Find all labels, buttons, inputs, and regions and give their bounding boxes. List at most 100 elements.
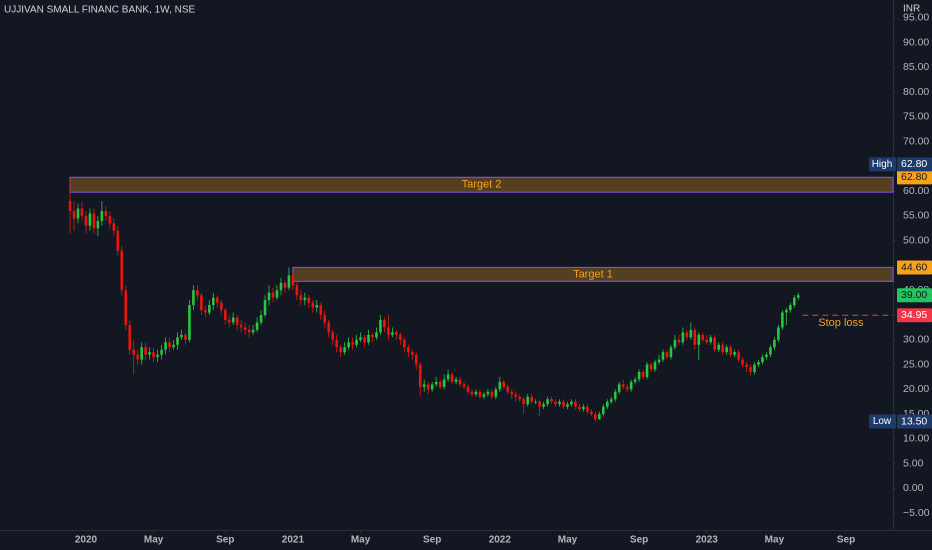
candle-body xyxy=(570,401,573,405)
candle-body xyxy=(410,352,414,355)
candle-body xyxy=(689,329,693,338)
candle-body xyxy=(725,347,728,353)
chart-title: UJJIVAN SMALL FINANC BANK, 1W, NSE xyxy=(4,5,195,16)
candle-body xyxy=(538,401,541,407)
candle-body xyxy=(454,379,458,382)
candle-body xyxy=(657,359,661,363)
candle-body xyxy=(601,406,605,415)
extreme-name: Low xyxy=(873,416,892,427)
candle-body xyxy=(574,401,577,407)
candle-body xyxy=(681,332,685,343)
candle-body xyxy=(474,391,478,395)
candle-body xyxy=(92,213,96,229)
candle-body xyxy=(757,362,760,365)
candle-body xyxy=(235,317,239,325)
candle-body xyxy=(172,344,175,348)
x-tick-label: May xyxy=(558,535,578,546)
candle-body xyxy=(546,399,549,405)
candle-body xyxy=(470,391,474,395)
candle-body xyxy=(426,384,430,390)
x-tick-label: Sep xyxy=(423,535,441,546)
candle-body xyxy=(263,300,267,316)
candle-body xyxy=(383,319,386,328)
candle-body xyxy=(462,384,466,387)
candle-body xyxy=(359,337,362,340)
candle-body xyxy=(104,211,108,216)
candle-body xyxy=(605,401,609,407)
candle-body xyxy=(621,384,625,387)
candle-body xyxy=(88,213,92,226)
candle-body xyxy=(212,297,215,306)
y-tick-label: 95.00 xyxy=(903,12,929,24)
candle-body xyxy=(741,359,744,365)
candle-body xyxy=(287,275,291,288)
candle-body xyxy=(777,327,780,340)
y-tick-label: 90.00 xyxy=(903,36,929,48)
last-price-tag-label: 39.00 xyxy=(901,289,927,301)
candle-body xyxy=(239,324,243,328)
candle-body xyxy=(132,349,136,355)
candle-body xyxy=(295,285,299,296)
y-tick-label: −5.00 xyxy=(903,507,930,519)
x-tick-label: May xyxy=(351,535,371,546)
candle-body xyxy=(789,305,792,311)
candle-body xyxy=(661,352,665,360)
candle-body xyxy=(717,344,720,350)
candle-body xyxy=(204,310,207,313)
extreme-name: High xyxy=(872,159,893,170)
extreme-name-tag xyxy=(869,414,896,429)
candle-body xyxy=(645,364,649,377)
candle-body xyxy=(136,354,139,360)
candle-body xyxy=(259,315,263,323)
candle-body xyxy=(649,364,653,370)
candle-body xyxy=(407,347,410,353)
candle-body xyxy=(208,305,211,313)
candle-body xyxy=(733,352,736,355)
y-tick-label: 5.00 xyxy=(903,457,924,469)
zone-price-tag-label: 62.80 xyxy=(901,171,927,183)
candle-body xyxy=(598,414,601,420)
candle-body xyxy=(578,406,581,410)
x-tick-label: 2021 xyxy=(282,535,305,546)
zone-label: Target 2 xyxy=(462,179,502,191)
candle-body xyxy=(76,208,80,219)
candle-body xyxy=(550,399,553,402)
candle-body xyxy=(685,332,689,338)
candle-body xyxy=(665,352,669,358)
candle-body xyxy=(315,305,319,308)
candle-body xyxy=(68,201,72,212)
candle-body xyxy=(200,295,203,311)
candle-body xyxy=(482,394,486,397)
y-tick-label: 55.00 xyxy=(903,210,929,222)
y-tick-label: 80.00 xyxy=(903,86,929,98)
candle-body xyxy=(395,332,398,335)
candle-body xyxy=(430,384,434,390)
candle-body xyxy=(243,327,247,330)
zone-price-tag-label: 44.60 xyxy=(901,261,927,273)
candle-body xyxy=(247,329,251,333)
candle-body xyxy=(323,315,327,323)
x-tick-label: Sep xyxy=(216,535,234,546)
candle-body xyxy=(371,334,374,338)
y-tick-label: 25.00 xyxy=(903,358,929,370)
candle-body xyxy=(279,282,283,291)
candle-body xyxy=(144,347,147,355)
candle-body xyxy=(100,211,104,221)
candle-body xyxy=(761,357,764,363)
candle-body xyxy=(673,339,677,348)
candle-body xyxy=(502,381,506,387)
candle-body xyxy=(737,352,740,360)
candle-body xyxy=(765,354,768,358)
y-tick-label: 60.00 xyxy=(903,185,929,197)
candle-body xyxy=(749,367,752,372)
candle-body xyxy=(299,295,303,301)
candle-body xyxy=(542,404,545,407)
y-tick-label: 20.00 xyxy=(903,383,929,395)
candle-body xyxy=(387,327,390,335)
candle-body xyxy=(255,322,259,330)
candle-body xyxy=(478,391,482,397)
candle-body xyxy=(72,211,76,219)
y-tick-label: 85.00 xyxy=(903,61,929,73)
candle-body xyxy=(112,223,116,231)
candle-body xyxy=(434,381,438,385)
